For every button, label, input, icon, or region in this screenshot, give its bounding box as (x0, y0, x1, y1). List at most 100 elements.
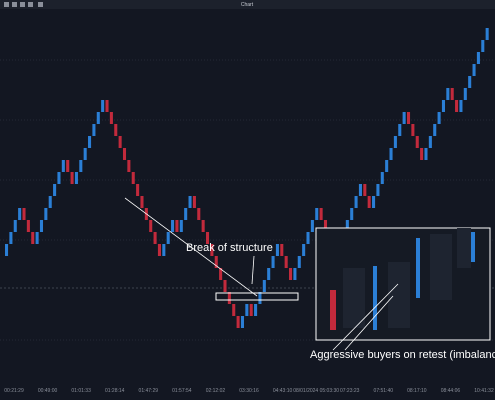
candle (114, 124, 118, 136)
candle (267, 268, 271, 280)
candle (79, 160, 83, 172)
candle (345, 220, 349, 232)
x-axis-label: 00:49:00 (38, 388, 58, 394)
candle (376, 184, 380, 196)
candle (197, 208, 201, 220)
annotation: Aggressive buyers on retest (imbalance) (310, 349, 495, 361)
candle (92, 124, 96, 136)
x-axis-label: 08:44:06 (441, 388, 461, 394)
candle (96, 112, 100, 124)
candle (402, 112, 406, 124)
candle (398, 124, 402, 136)
candle (188, 196, 192, 208)
candle (122, 148, 127, 160)
candle (463, 88, 467, 100)
candle (66, 160, 70, 172)
annotation: Break of structure (186, 242, 273, 254)
candle (179, 220, 183, 232)
trend-line (124, 197, 258, 297)
candle (315, 208, 319, 220)
x-axis-labels: 00:21:29 00:49:00 01:01:33 01:28:14 01:47:29… (4, 388, 494, 394)
x-axis (0, 384, 495, 400)
candle (363, 184, 367, 196)
candle (459, 100, 463, 112)
candle (293, 268, 297, 280)
candle (88, 136, 92, 148)
x-axis-label: 07:51:40 (374, 388, 394, 394)
x-axis-label: 03:30:16 (239, 388, 259, 394)
candle (424, 148, 428, 160)
candle (201, 220, 205, 232)
candle (70, 172, 74, 184)
candle (31, 232, 35, 244)
candle (131, 172, 135, 184)
x-axis-label: 08:17:10 (407, 388, 427, 394)
candle (57, 172, 61, 184)
candle (306, 232, 310, 244)
candle (284, 256, 288, 268)
candle (280, 244, 284, 256)
candle (157, 244, 161, 256)
toolbar-icons (4, 2, 43, 7)
candle (214, 256, 218, 268)
break-zone (215, 292, 299, 301)
candle (9, 232, 13, 244)
candle (105, 100, 109, 112)
candle (205, 232, 210, 244)
candle (258, 292, 262, 304)
candle (415, 136, 419, 148)
candle (219, 268, 223, 280)
candle (485, 28, 489, 40)
x-axis-label: 10:41:32 (474, 388, 494, 394)
candle (367, 196, 371, 208)
candle (428, 136, 432, 148)
candle (406, 112, 411, 124)
candle (240, 316, 245, 328)
candle (109, 112, 113, 124)
x-axis-label: 01:47:29 (139, 388, 159, 394)
x-axis-label: 02:12:02 (206, 388, 226, 394)
candle (61, 160, 65, 172)
x-axis-label: 01:01:33 (71, 388, 91, 394)
candle (162, 244, 166, 256)
candle (380, 172, 384, 184)
candle (44, 208, 48, 220)
candle (101, 100, 105, 112)
candle (481, 40, 485, 52)
candle (323, 220, 328, 232)
candle (254, 304, 258, 316)
candle (232, 304, 236, 316)
pointer-line (332, 283, 399, 351)
candle (319, 208, 323, 220)
x-axis-label: 07:23:23 (340, 388, 360, 394)
candle (275, 244, 279, 256)
candle (289, 268, 293, 280)
footprint-bars (330, 228, 475, 330)
candle (249, 304, 253, 316)
candle (22, 208, 26, 220)
candle (210, 244, 214, 256)
candle (302, 244, 306, 256)
candle (192, 196, 196, 208)
candles (5, 28, 489, 328)
candle (411, 124, 415, 136)
candle (271, 256, 275, 268)
candle (83, 148, 87, 160)
candle (476, 52, 480, 64)
candle (372, 196, 376, 208)
candle (53, 184, 57, 196)
toolbar (0, 0, 495, 9)
candle (455, 100, 459, 112)
candle (350, 208, 354, 220)
candle (149, 220, 153, 232)
candle (171, 220, 175, 232)
candle (48, 196, 52, 208)
candle (262, 280, 266, 292)
candle (472, 64, 476, 76)
candle (13, 220, 17, 232)
candle (227, 292, 231, 304)
candle (236, 316, 240, 328)
candle (136, 184, 140, 196)
candle (245, 304, 249, 316)
candle (420, 148, 424, 160)
